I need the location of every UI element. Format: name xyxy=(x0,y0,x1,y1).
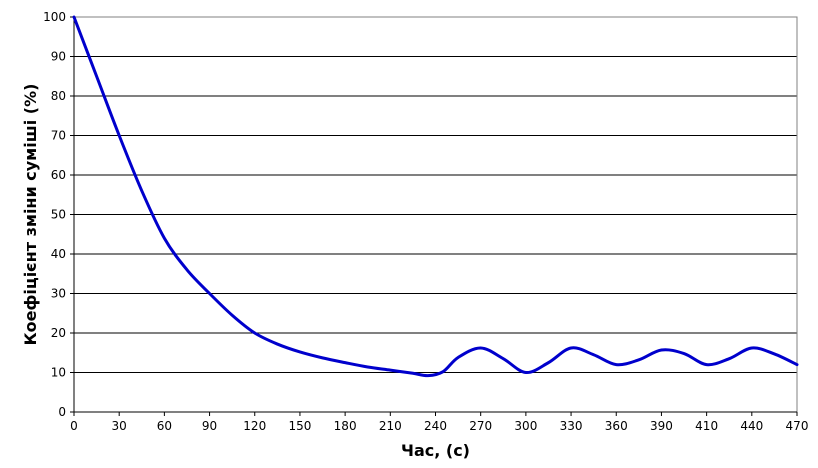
y-tick-label: 10 xyxy=(51,366,66,380)
y-tick-label: 100 xyxy=(43,10,66,24)
x-tick-label: 440 xyxy=(740,419,763,433)
x-axis-title: Час, (с) xyxy=(401,441,470,460)
series-group xyxy=(72,15,799,378)
x-tick-label: 390 xyxy=(650,419,673,433)
y-tick-label: 40 xyxy=(51,247,66,261)
x-tick-label: 150 xyxy=(288,419,311,433)
x-tick-label: 120 xyxy=(243,419,266,433)
y-axis-ticks: 0 10 20 30 40 50 60 70 80 90 100 xyxy=(43,10,74,419)
y-tick-label: 90 xyxy=(51,50,66,64)
y-tick-label: 60 xyxy=(51,168,66,182)
grid-lines xyxy=(74,16,797,373)
x-tick-label: 0 xyxy=(70,419,78,433)
x-tick-label: 270 xyxy=(469,419,492,433)
x-tick-label: 330 xyxy=(560,419,583,433)
y-tick-label: 0 xyxy=(58,405,66,419)
x-tick-label: 470 xyxy=(786,419,809,433)
y-tick-label: 80 xyxy=(51,89,66,103)
y-axis-title: Коефіцієнт зміни суміші (%) xyxy=(21,84,40,346)
x-tick-label: 60 xyxy=(157,419,172,433)
x-tick-label: 180 xyxy=(334,419,357,433)
y-tick-label: 20 xyxy=(51,326,66,340)
x-tick-label: 90 xyxy=(202,419,217,433)
x-tick-label: 360 xyxy=(605,419,628,433)
x-tick-label: 300 xyxy=(514,419,537,433)
x-tick-label: 210 xyxy=(379,419,402,433)
series-line-0 xyxy=(72,15,799,378)
y-tick-label: 50 xyxy=(51,208,66,222)
x-axis-ticks: 0 30 60 90 120 150 180 210 240 270 300 330 360 390 410… xyxy=(70,17,808,433)
y-tick-label: 70 xyxy=(51,129,66,143)
x-tick-label: 410 xyxy=(695,419,718,433)
y-tick-label: 30 xyxy=(51,287,66,301)
x-tick-label: 30 xyxy=(112,419,127,433)
x-tick-label: 240 xyxy=(424,419,447,433)
